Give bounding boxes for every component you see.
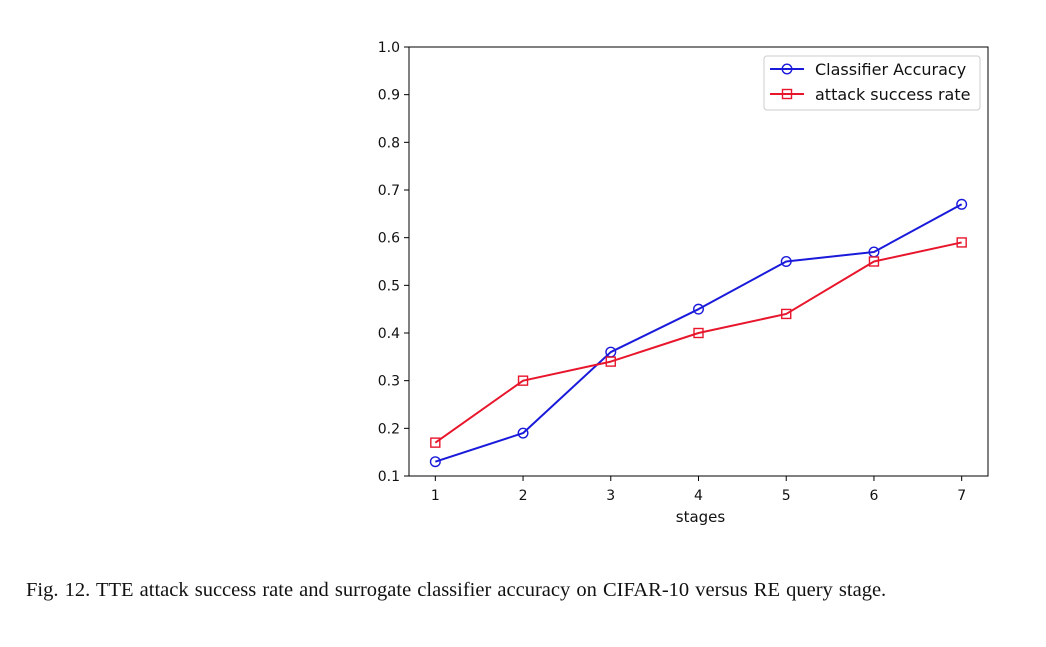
x-tick-label: 7 (957, 488, 966, 504)
series-line (434, 241, 962, 444)
y-tick-label: 0.4 (378, 326, 400, 342)
figure-caption: Fig. 12. TTE attack success rate and sur… (26, 579, 887, 601)
data-point (956, 237, 967, 248)
y-tick-label: 0.2 (378, 421, 400, 437)
y-tick-label: 0.9 (378, 88, 400, 104)
y-tick-label: 0.1 (378, 469, 400, 485)
data-point (781, 308, 792, 320)
data-point (605, 356, 616, 367)
y-tick-label: 0.5 (378, 278, 400, 294)
x-tick-label: 1 (431, 488, 440, 504)
x-tick-label: 2 (519, 488, 528, 504)
y-tick-label: 0.8 (378, 135, 400, 151)
x-axis-label: stages (676, 508, 726, 526)
legend-label: Classifier Accuracy (815, 60, 966, 79)
line-chart: 0.1 0.2 0.3 0.4 0.5 0.6 0.7 0.8 0.9 1.0 1 2 3 4 5 6 7 s… (378, 40, 989, 526)
x-axis: 1 2 3 4 5 6 7 (431, 476, 966, 504)
y-tick-label: 0.7 (378, 183, 400, 199)
x-tick-label: 5 (782, 488, 791, 504)
data-point (693, 327, 704, 339)
x-tick-label: 3 (606, 488, 615, 504)
legend-label: attack success rate (815, 85, 970, 104)
data-point (430, 437, 441, 448)
legend-marker (781, 88, 793, 100)
x-tick-label: 4 (694, 488, 703, 504)
y-tick-label: 0.3 (378, 374, 400, 390)
x-tick-label: 6 (869, 488, 878, 504)
legend-entry: attack success rate (770, 85, 970, 104)
legend-marker (781, 63, 793, 75)
y-tick-label: 1.0 (378, 40, 400, 56)
series-layer (429, 198, 968, 468)
y-tick-label: 0.6 (378, 231, 400, 247)
legend-box (763, 55, 981, 111)
y-axis: 0.1 0.2 0.3 0.4 0.5 0.6 0.7 0.8 0.9 1.0 (378, 40, 409, 485)
data-point (429, 456, 441, 468)
data-point (780, 256, 792, 268)
data-point (517, 375, 529, 386)
series-attack-success-rate (430, 237, 967, 448)
data-point (956, 198, 968, 210)
series-line (435, 203, 963, 463)
data-point (517, 427, 529, 439)
legend-entry: Classifier Accuracy (770, 60, 966, 79)
data-point (693, 303, 705, 315)
legend: Classifier Accuracy attack success rate (763, 55, 981, 111)
plot-frame (408, 46, 989, 477)
data-point (868, 256, 880, 267)
